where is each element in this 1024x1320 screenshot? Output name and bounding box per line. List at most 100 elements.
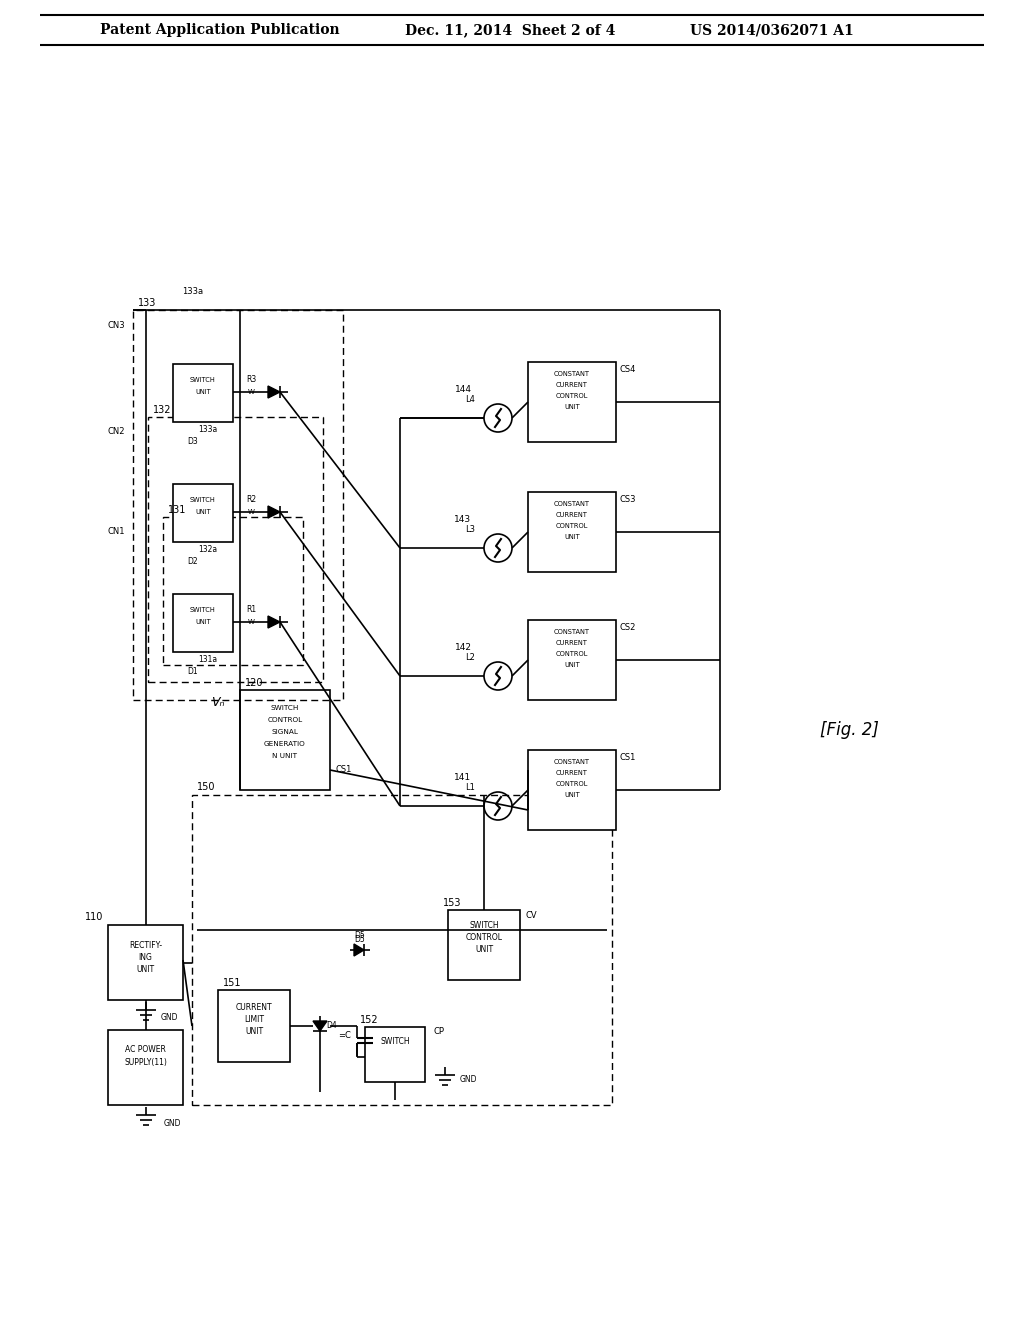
Text: 151: 151 [223, 978, 242, 987]
Text: GENERATIO: GENERATIO [264, 741, 306, 747]
Bar [218, 990, 290, 1063]
Text: 133: 133 [138, 298, 157, 308]
Text: CONTROL: CONTROL [267, 717, 302, 723]
Bar [173, 594, 233, 652]
Polygon shape [313, 1020, 327, 1031]
Text: US 2014/0362071 A1: US 2014/0362071 A1 [690, 22, 854, 37]
Text: R1: R1 [246, 606, 256, 615]
Bar [528, 362, 616, 442]
Text: L2: L2 [465, 653, 475, 663]
Text: ING: ING [138, 953, 153, 961]
Text: 150: 150 [197, 781, 215, 792]
Text: UNIT: UNIT [475, 945, 494, 954]
Text: Dec. 11, 2014  Sheet 2 of 4: Dec. 11, 2014 Sheet 2 of 4 [406, 22, 615, 37]
Text: D5: D5 [354, 936, 366, 945]
Text: D2: D2 [187, 557, 199, 566]
Bar [148, 417, 323, 682]
Text: AC POWER: AC POWER [125, 1045, 166, 1055]
Bar [108, 925, 183, 1001]
Bar [528, 750, 616, 830]
Text: Vₙ: Vₙ [211, 696, 224, 709]
Text: CURRENT: CURRENT [236, 1003, 272, 1012]
Text: 143: 143 [455, 516, 472, 524]
Text: CONSTANT: CONSTANT [554, 502, 590, 507]
Text: SWITCH: SWITCH [190, 607, 216, 612]
Text: 131: 131 [168, 506, 186, 515]
Text: N UNIT: N UNIT [272, 752, 298, 759]
Text: L1: L1 [465, 784, 475, 792]
Text: D1: D1 [187, 668, 199, 676]
Text: CONSTANT: CONSTANT [554, 371, 590, 378]
Text: W: W [248, 389, 254, 395]
Text: W: W [248, 510, 254, 515]
Text: 120: 120 [245, 678, 263, 688]
Text: L3: L3 [465, 525, 475, 535]
Text: 153: 153 [443, 898, 462, 908]
Text: CURRENT: CURRENT [556, 770, 588, 776]
Text: CONTROL: CONTROL [556, 393, 588, 399]
Text: CONTROL: CONTROL [556, 651, 588, 657]
Polygon shape [354, 944, 364, 956]
Polygon shape [268, 385, 280, 399]
Bar [528, 620, 616, 700]
Text: CS1: CS1 [620, 754, 636, 763]
Text: 132a: 132a [199, 545, 217, 554]
Text: UNIT: UNIT [245, 1027, 263, 1036]
Text: SWITCH: SWITCH [469, 920, 499, 929]
Text: R2: R2 [246, 495, 256, 504]
Text: GND: GND [460, 1076, 477, 1085]
Text: Patent Application Publication: Patent Application Publication [100, 22, 340, 37]
Text: CURRENT: CURRENT [556, 381, 588, 388]
Text: UNIT: UNIT [564, 535, 580, 540]
Text: CP: CP [433, 1027, 444, 1036]
Text: L4: L4 [465, 396, 475, 404]
Bar [240, 690, 330, 789]
Bar [173, 364, 233, 422]
Bar [133, 310, 343, 700]
Text: CONSTANT: CONSTANT [554, 630, 590, 635]
Text: 141: 141 [455, 774, 472, 783]
Bar [173, 484, 233, 543]
Text: 110: 110 [85, 912, 103, 921]
Text: RECTIFY-: RECTIFY- [129, 940, 162, 949]
Text: SIGNAL: SIGNAL [271, 729, 298, 735]
Polygon shape [268, 506, 280, 517]
Text: R3: R3 [246, 375, 256, 384]
Text: CONTROL: CONTROL [466, 932, 503, 941]
Bar [449, 909, 520, 979]
Text: CURRENT: CURRENT [556, 640, 588, 645]
Text: UNIT: UNIT [564, 663, 580, 668]
Text: CS3: CS3 [620, 495, 637, 504]
Text: CS2: CS2 [620, 623, 636, 632]
Text: D3: D3 [187, 437, 199, 446]
Text: 152: 152 [360, 1015, 379, 1026]
Text: GND: GND [164, 1118, 181, 1127]
Text: UNIT: UNIT [196, 510, 211, 515]
Text: CONSTANT: CONSTANT [554, 759, 590, 766]
Text: SWITCH: SWITCH [190, 378, 216, 383]
Bar [528, 492, 616, 572]
Bar [108, 1030, 183, 1105]
Text: CN2: CN2 [108, 428, 125, 437]
Text: CN3: CN3 [108, 321, 125, 330]
Text: SUPPLY(11): SUPPLY(11) [124, 1057, 167, 1067]
Text: CONTROL: CONTROL [556, 523, 588, 529]
Text: D5: D5 [354, 931, 366, 940]
Text: CN1: CN1 [108, 528, 125, 536]
Text: [Fig. 2]: [Fig. 2] [820, 721, 879, 739]
Text: W: W [248, 619, 254, 624]
Text: SWITCH: SWITCH [190, 498, 216, 503]
Text: CONTROL: CONTROL [556, 781, 588, 787]
Text: 132: 132 [153, 405, 171, 414]
Bar [365, 1027, 425, 1082]
Text: 131a: 131a [199, 656, 217, 664]
Bar [163, 517, 303, 665]
Text: CV: CV [525, 911, 537, 920]
Polygon shape [268, 616, 280, 628]
Text: SWITCH: SWITCH [270, 705, 299, 711]
Text: CURRENT: CURRENT [556, 512, 588, 517]
Text: 133a: 133a [199, 425, 218, 434]
Text: UNIT: UNIT [136, 965, 155, 974]
Text: D4: D4 [327, 1022, 337, 1031]
Text: 144: 144 [455, 385, 471, 395]
